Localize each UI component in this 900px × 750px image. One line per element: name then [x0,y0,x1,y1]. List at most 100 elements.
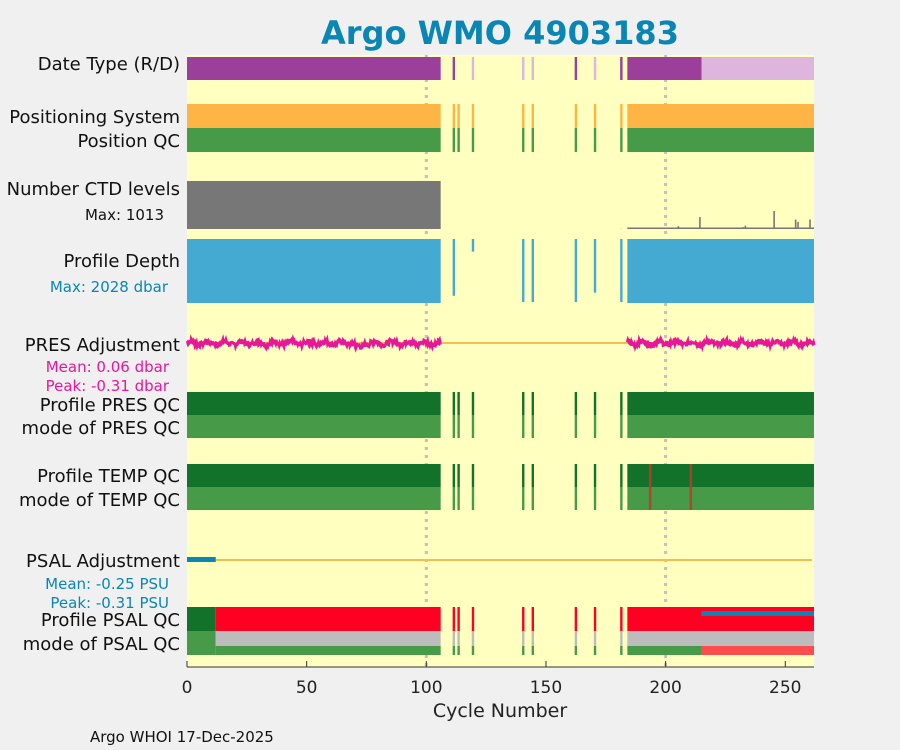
psal-qc-bad-bar [593,607,597,631]
label-date-type: Date Type (R/D) [38,54,180,75]
psal-qc-mode-good-bar [187,631,216,655]
date-type-D-bar [574,57,578,80]
x-axis-label: Cycle Number [433,700,567,722]
position-qc-bar [593,128,597,152]
pres-qc-mode-bar [187,415,441,438]
x-tick-label-100: 100 [410,678,442,698]
profile-depth-bar [593,239,597,293]
psal-qc-mode-grey-bar [627,631,702,646]
positioning-bar [627,104,814,128]
pres-qc-bar [593,392,597,415]
psal-qc-bad-bar [620,607,623,631]
position-qc-bar [522,128,525,152]
profile-depth-bar [620,239,623,303]
plot-background [187,55,814,667]
date-type-D-bar [187,57,441,80]
profile-depth-bar [522,239,525,303]
profile-depth-bar [471,239,475,252]
label-pres-mean: Mean: 0.06 dbar [46,358,170,376]
psal-qc-bad-bar [522,607,525,631]
label-profile-temp-qc: Profile TEMP QC [37,466,180,487]
pres-adjustment-trace [185,333,442,353]
psal-qc-bad-bar [531,607,535,631]
ctd-levels-spike [758,227,761,229]
x-axis: 0 50 100 150 200 250 [182,661,814,698]
pres-qc-mode-bar [593,415,597,438]
temp-qc-mode-bar [531,487,535,510]
psal-qc-mode-lightred-bar [701,646,814,655]
position-qc-bar [452,128,456,152]
temp-qc-mode-bar [593,487,597,510]
temp-qc-mode-bar [471,487,475,510]
chart-title: Argo WMO 4903183 [321,14,679,52]
pres-qc-mode-bar [620,415,623,438]
temp-qc-bar [593,464,597,487]
position-qc-bar [457,128,460,152]
psal-qc-mode-grey-bar [593,631,597,646]
ctd-levels-spike [742,227,744,229]
label-ctd-levels: Number CTD levels [7,179,180,200]
temp-qc-flag-mark [648,464,652,510]
position-qc-bar [471,128,475,152]
temp-qc-mode-bar [574,487,578,510]
pres-qc-mode-bar [471,415,475,438]
temp-qc-flag-mark [689,464,693,510]
temp-qc-bar [187,464,441,487]
ctd-levels-spike [699,217,701,229]
pres-qc-bar [522,392,525,415]
positioning-bar [531,104,535,128]
ctd-levels-baseline [627,227,814,229]
date-type-R-bar [522,57,525,80]
ctd-levels-bar [187,181,441,229]
psal-qc-mode-good-strip [531,646,535,655]
x-tick-label-0: 0 [182,678,193,698]
label-pres-peak: Peak: -0.31 dbar [46,377,170,395]
pres-qc-bar [452,392,456,415]
psal-adjusted-marker-bar [701,611,814,616]
psal-qc-bad-bar [627,607,814,631]
ctd-levels-spike [794,219,797,229]
temp-qc-mode-bar [522,487,525,510]
temp-qc-mode-bar [627,487,814,510]
psal-qc-mode-good-strip [471,646,475,655]
ctd-levels-spike [677,226,680,229]
ctd-levels-spike [797,221,799,229]
pres-qc-bar [620,392,623,415]
pres-qc-mode-bar [531,415,535,438]
psal-qc-mode-grey-bar [457,631,460,646]
psal-qc-mode-grey-bar [574,631,578,646]
psal-qc-mode-good-strip [457,646,460,655]
x-tick-label-200: 200 [649,678,681,698]
label-profile-depth: Profile Depth [63,251,180,272]
ctd-levels-spike [727,228,730,229]
temp-qc-bar [471,464,475,487]
pres-qc-bar [627,392,814,415]
psal-qc-mode-grey-bar [522,631,525,646]
psal-qc-mode-grey-bar [471,631,475,646]
profile-depth-bar [627,239,814,303]
date-type-R-bar [593,57,597,80]
psal-qc-bad-bar [452,607,456,631]
temp-qc-mode-bar [620,487,623,510]
pres-qc-mode-bar [627,415,814,438]
pres-qc-mode-bar [452,415,456,438]
psal-qc-good-bar [187,607,216,631]
ctd-levels-spike [744,225,747,229]
psal-adjustment-trace [187,557,216,562]
pres-qc-bar [471,392,475,415]
psal-qc-mode-good-strip [593,646,597,655]
pres-qc-mode-bar [574,415,578,438]
psal-qc-mode-grey-bar [215,631,441,646]
position-qc-bar [187,128,441,152]
pres-qc-bar [457,392,460,415]
psal-qc-mode-grey-bar [452,631,456,646]
chart-marks [185,57,816,655]
date-type-D-bar [620,57,623,80]
position-qc-bar [531,128,535,152]
positioning-bar [187,104,441,128]
psal-qc-mode-good-strip [215,646,441,655]
pres-qc-mode-bar [522,415,525,438]
label-depth-max: Max: 2028 dbar [50,278,169,296]
row-labels: Date Type (R/D) Positioning System Posit… [7,54,180,655]
